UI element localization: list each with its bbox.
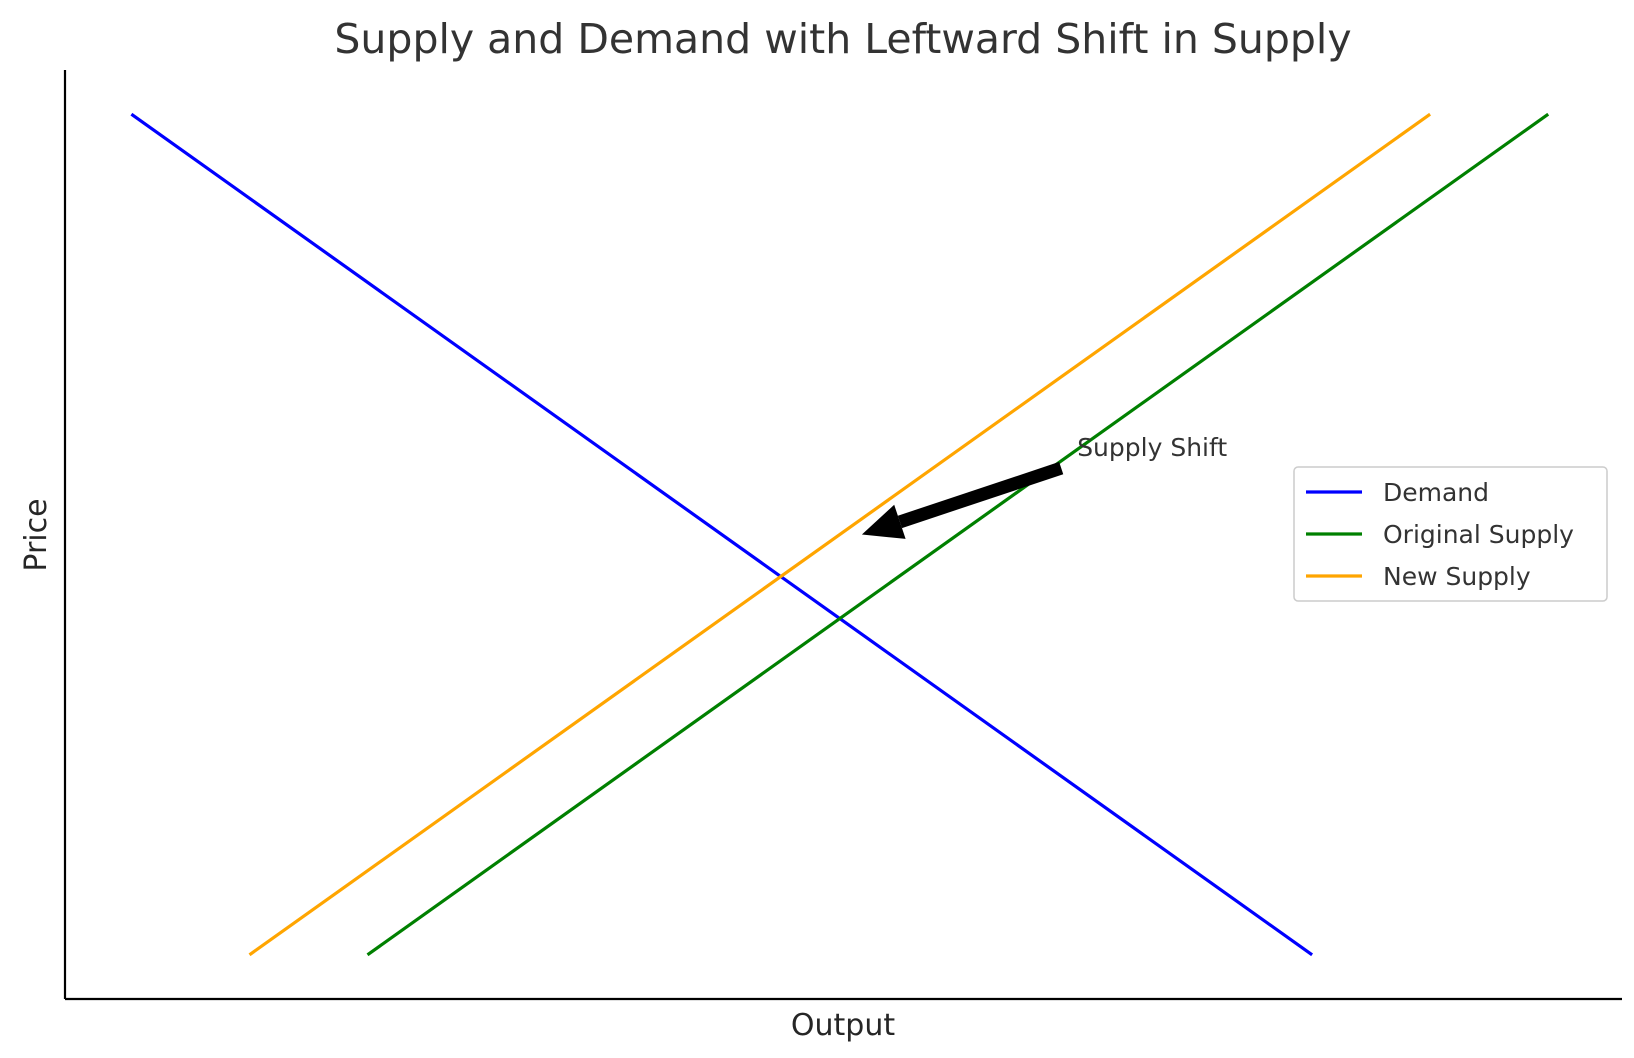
legend-items: Demand Original Supply New Supply [1306,478,1574,591]
chart-title: Supply and Demand with Leftward Shift in… [334,15,1351,63]
legend-label-original-supply: Original Supply [1383,520,1574,549]
annotation-arrow-shaft [897,461,1064,529]
legend-label-demand: Demand [1383,478,1489,507]
annotation-layer: Supply Shift [861,433,1227,539]
annotation-text: Supply Shift [1077,433,1227,462]
x-axis-label: Output [791,1008,895,1043]
y-axis-label: Price [19,498,54,571]
legend-frame [1293,466,1608,602]
legend-label-new-supply: New Supply [1383,562,1531,591]
plot-lines [130,112,1550,957]
series-line-new-supply [248,112,1432,957]
series-line-original-supply [366,112,1550,957]
series-line-demand [130,112,1314,957]
legend: Demand Original Supply New Supply [1293,466,1608,602]
annotation-arrow-head [861,504,906,539]
